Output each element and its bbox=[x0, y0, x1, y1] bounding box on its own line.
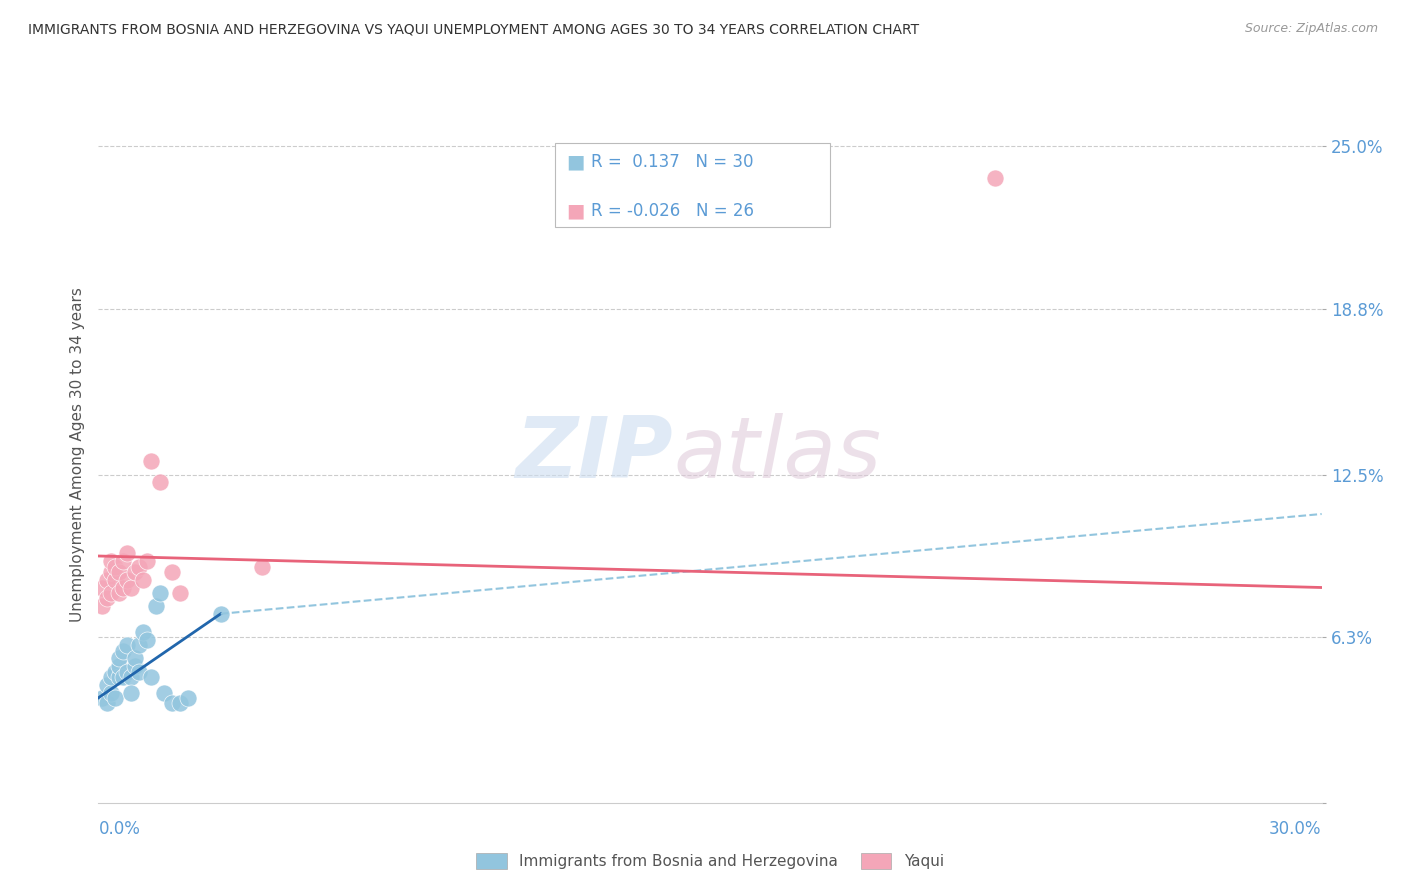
Point bbox=[209, 607, 232, 621]
Legend: Immigrants from Bosnia and Herzegovina, Yaqui: Immigrants from Bosnia and Herzegovina, … bbox=[470, 847, 950, 875]
Point bbox=[104, 559, 127, 574]
Point bbox=[96, 591, 118, 605]
Point bbox=[91, 690, 114, 705]
Point bbox=[108, 670, 131, 684]
Point bbox=[152, 685, 174, 699]
Point bbox=[115, 665, 138, 679]
Point bbox=[136, 554, 159, 568]
Point bbox=[104, 665, 127, 679]
Point bbox=[128, 559, 150, 574]
Point bbox=[108, 659, 131, 673]
Point bbox=[104, 690, 127, 705]
Point bbox=[128, 638, 150, 652]
Point bbox=[91, 599, 114, 613]
Point bbox=[136, 633, 159, 648]
Point bbox=[120, 670, 142, 684]
Point bbox=[115, 573, 138, 587]
Point bbox=[108, 586, 131, 600]
Point bbox=[124, 659, 146, 673]
Point bbox=[104, 573, 127, 587]
Text: ■: ■ bbox=[567, 202, 585, 221]
Point bbox=[108, 651, 131, 665]
Point bbox=[108, 565, 131, 579]
Point bbox=[141, 454, 163, 468]
Point bbox=[145, 599, 167, 613]
Point bbox=[111, 643, 134, 657]
Point bbox=[132, 625, 155, 640]
Point bbox=[132, 573, 155, 587]
Point bbox=[96, 573, 118, 587]
Point bbox=[100, 565, 122, 579]
Point bbox=[111, 670, 134, 684]
Point bbox=[124, 651, 146, 665]
Point bbox=[120, 581, 142, 595]
Point bbox=[120, 685, 142, 699]
Text: ZIP: ZIP bbox=[516, 413, 673, 497]
Point bbox=[128, 665, 150, 679]
Point bbox=[100, 670, 122, 684]
Point bbox=[111, 554, 134, 568]
Point bbox=[100, 554, 122, 568]
Point bbox=[91, 581, 114, 595]
Text: ■: ■ bbox=[567, 153, 585, 172]
Point bbox=[984, 170, 1007, 185]
Point bbox=[100, 586, 122, 600]
Point bbox=[250, 559, 273, 574]
Point bbox=[96, 678, 118, 692]
Text: R =  0.137   N = 30: R = 0.137 N = 30 bbox=[591, 153, 754, 171]
Point bbox=[169, 696, 191, 710]
Text: 30.0%: 30.0% bbox=[1270, 820, 1322, 838]
Point bbox=[100, 685, 122, 699]
Text: IMMIGRANTS FROM BOSNIA AND HERZEGOVINA VS YAQUI UNEMPLOYMENT AMONG AGES 30 TO 34: IMMIGRANTS FROM BOSNIA AND HERZEGOVINA V… bbox=[28, 22, 920, 37]
Point bbox=[115, 638, 138, 652]
Point bbox=[149, 475, 172, 490]
Text: R = -0.026   N = 26: R = -0.026 N = 26 bbox=[591, 202, 754, 220]
Point bbox=[177, 690, 200, 705]
Text: atlas: atlas bbox=[673, 413, 882, 497]
Point bbox=[96, 696, 118, 710]
Point bbox=[124, 565, 146, 579]
Point bbox=[111, 581, 134, 595]
Point bbox=[149, 586, 172, 600]
Point bbox=[115, 546, 138, 560]
Text: 0.0%: 0.0% bbox=[98, 820, 141, 838]
Text: Source: ZipAtlas.com: Source: ZipAtlas.com bbox=[1244, 22, 1378, 36]
Y-axis label: Unemployment Among Ages 30 to 34 years: Unemployment Among Ages 30 to 34 years bbox=[69, 287, 84, 623]
Point bbox=[160, 565, 183, 579]
Point bbox=[141, 670, 163, 684]
Point bbox=[160, 696, 183, 710]
Point bbox=[169, 586, 191, 600]
